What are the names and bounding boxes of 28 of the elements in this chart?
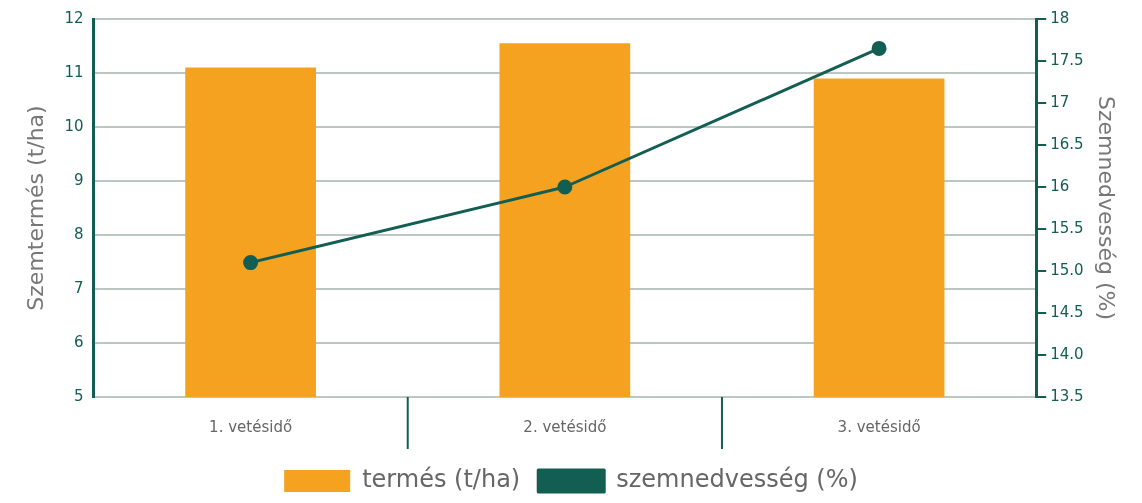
y2-tick-label: 13.5 [1050,386,1084,405]
y-tick-label: 10 [64,116,84,135]
point [557,179,573,195]
y2-tick-label: 14.5 [1050,302,1084,321]
y2-tick-label: 16 [1050,176,1070,195]
legend-label: termés (t/ha) [362,465,521,494]
y-axis-title: Szemtermés (t/ha) [22,105,48,311]
y2-tick-label: 14.0 [1050,344,1084,363]
y-tick-label: 7 [73,278,84,297]
x-tick-label: 3. vetésidő [837,417,921,436]
y-tick-label: 5 [73,386,84,405]
x-tick-label: 2. vetésidő [523,417,607,436]
y-tick-label: 11 [64,62,84,81]
legend-label: szemnedvesség (%) [616,465,858,494]
y-tick-label: 12 [64,8,84,27]
y2-axis-title: Szemnedvesség (%) [1094,96,1120,320]
point [243,255,259,271]
y2-tick-label: 15.0 [1050,260,1084,279]
y2-tick-label: 15.5 [1050,218,1084,237]
y2-tick-label: 17.5 [1050,50,1084,69]
y2-tick-label: 17 [1050,92,1070,111]
y-tick-label: 6 [73,332,84,351]
y-tick-label: 9 [73,170,84,189]
y2-tick-label: 18 [1050,8,1070,27]
point [871,40,887,56]
y-tick-label: 8 [73,224,84,243]
x-tick-label: 1. vetésidő [209,417,293,436]
y2-tick-label: 16.5 [1050,134,1084,153]
